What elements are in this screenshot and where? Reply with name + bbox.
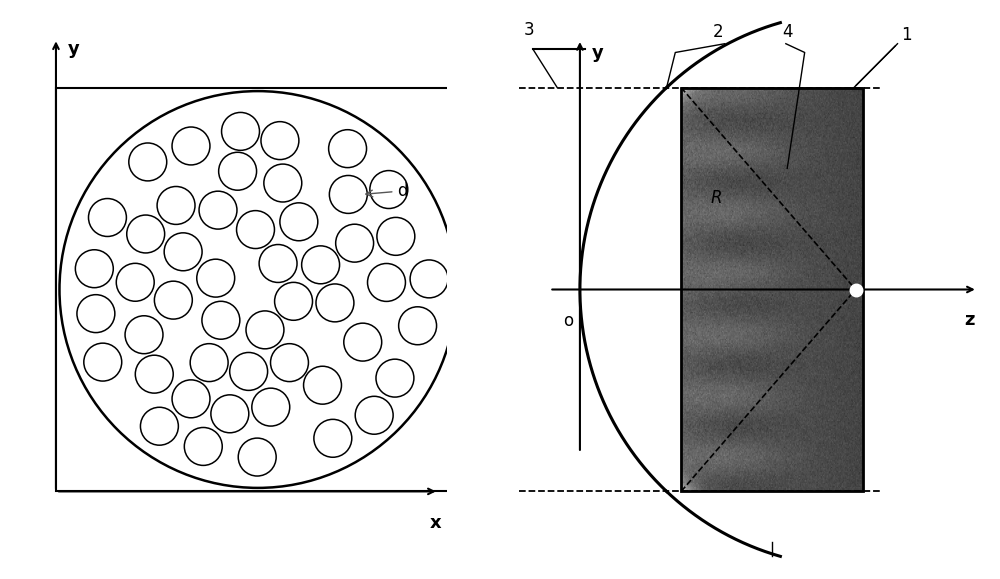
Text: F: F: [868, 261, 881, 280]
Bar: [56, 87, 460, 492]
Circle shape: [157, 186, 195, 225]
Circle shape: [197, 259, 235, 297]
Circle shape: [264, 164, 302, 202]
Circle shape: [329, 130, 367, 167]
Circle shape: [116, 263, 154, 301]
Circle shape: [184, 427, 222, 466]
Circle shape: [329, 175, 367, 214]
Circle shape: [316, 284, 354, 322]
Circle shape: [336, 224, 374, 262]
Circle shape: [84, 343, 122, 381]
Text: x: x: [429, 514, 441, 532]
Circle shape: [222, 112, 259, 151]
Circle shape: [75, 250, 113, 288]
Text: 1: 1: [901, 26, 912, 44]
Circle shape: [368, 263, 405, 302]
Circle shape: [140, 407, 178, 445]
Circle shape: [88, 199, 126, 236]
Bar: [681, 87, 863, 492]
Circle shape: [271, 344, 308, 382]
Circle shape: [125, 316, 163, 354]
Circle shape: [127, 215, 165, 253]
Circle shape: [230, 353, 268, 390]
Circle shape: [304, 367, 341, 404]
Circle shape: [355, 396, 393, 434]
Circle shape: [202, 301, 240, 339]
Circle shape: [135, 355, 173, 393]
Circle shape: [164, 233, 202, 271]
Text: y: y: [592, 44, 604, 62]
Circle shape: [399, 307, 437, 345]
Circle shape: [280, 203, 318, 241]
Circle shape: [259, 244, 297, 283]
Text: y: y: [68, 40, 80, 58]
Circle shape: [129, 143, 167, 181]
Circle shape: [302, 246, 340, 284]
Text: R: R: [711, 189, 722, 207]
Text: d: d: [366, 182, 408, 200]
Circle shape: [252, 388, 290, 426]
Text: 3: 3: [524, 21, 535, 39]
Circle shape: [238, 438, 276, 476]
Circle shape: [190, 344, 228, 382]
Circle shape: [370, 171, 408, 208]
Circle shape: [211, 395, 249, 433]
Text: 2: 2: [713, 23, 723, 41]
Text: o: o: [563, 312, 573, 331]
Circle shape: [172, 127, 210, 165]
Circle shape: [199, 191, 237, 229]
Circle shape: [377, 217, 415, 255]
Circle shape: [410, 260, 448, 298]
Circle shape: [261, 122, 299, 160]
Circle shape: [246, 311, 284, 349]
Circle shape: [77, 295, 115, 332]
Circle shape: [344, 323, 382, 361]
Circle shape: [172, 380, 210, 418]
Circle shape: [376, 359, 414, 397]
Circle shape: [237, 211, 274, 248]
Text: z: z: [964, 310, 975, 328]
Circle shape: [275, 283, 313, 320]
Circle shape: [219, 152, 257, 190]
Circle shape: [154, 281, 192, 319]
Text: 4: 4: [782, 23, 793, 41]
Circle shape: [314, 419, 352, 457]
